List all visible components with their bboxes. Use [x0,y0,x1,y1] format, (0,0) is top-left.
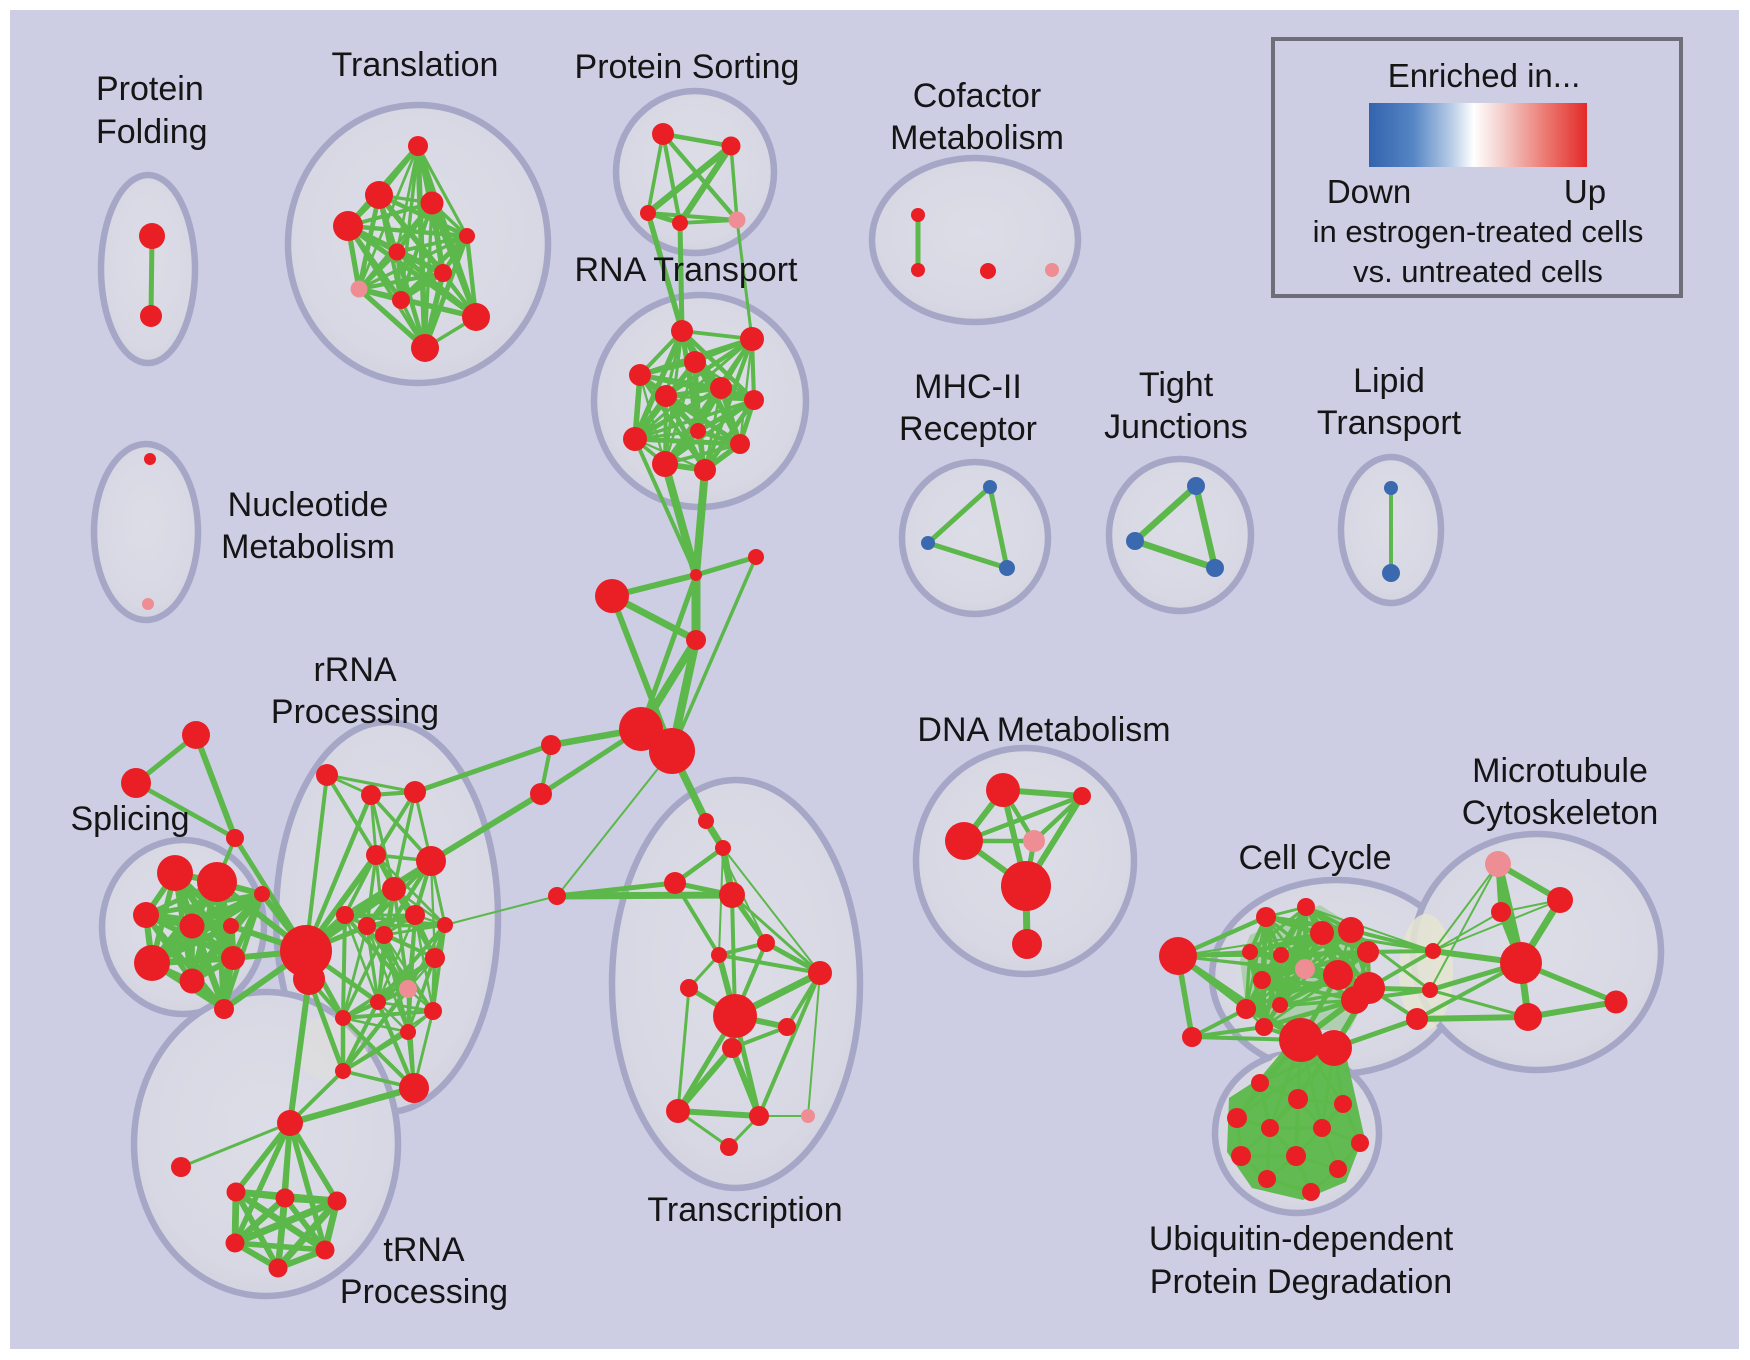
svg-text:Processing: Processing [340,1273,508,1311]
svg-text:tRNA: tRNA [383,1231,465,1269]
svg-text:Up: Up [1564,173,1606,210]
svg-text:Protein Degradation: Protein Degradation [1150,1263,1452,1301]
svg-text:Translation: Translation [332,46,499,84]
svg-text:Down: Down [1327,173,1411,210]
svg-text:Processing: Processing [271,693,439,731]
svg-text:Enriched in...: Enriched in... [1388,57,1581,94]
svg-text:vs. untreated cells: vs. untreated cells [1353,254,1603,289]
svg-text:Folding: Folding [96,113,208,151]
svg-text:Receptor: Receptor [899,410,1037,448]
svg-text:rRNA: rRNA [313,651,396,689]
svg-text:in estrogen-treated cells: in estrogen-treated cells [1313,214,1644,249]
svg-text:MHC-II: MHC-II [914,368,1022,406]
svg-text:Metabolism: Metabolism [221,528,395,566]
svg-text:Splicing: Splicing [70,800,189,838]
svg-text:Transcription: Transcription [647,1191,842,1229]
svg-text:Lipid: Lipid [1353,362,1425,400]
svg-text:Tight: Tight [1139,366,1214,404]
svg-text:Transport: Transport [1317,404,1462,442]
svg-text:Ubiquitin-dependent: Ubiquitin-dependent [1149,1220,1454,1258]
svg-text:Junctions: Junctions [1104,408,1248,446]
svg-text:Protein: Protein [96,70,204,108]
svg-text:Cofactor: Cofactor [913,77,1042,115]
svg-text:Nucleotide: Nucleotide [228,486,389,524]
svg-text:Metabolism: Metabolism [890,119,1064,157]
svg-text:Protein Sorting: Protein Sorting [575,48,800,86]
svg-text:Cytoskeleton: Cytoskeleton [1462,794,1659,832]
svg-text:RNA Transport: RNA Transport [575,251,799,289]
svg-text:DNA Metabolism: DNA Metabolism [917,711,1170,749]
svg-text:Cell Cycle: Cell Cycle [1238,839,1391,877]
svg-text:Microtubule: Microtubule [1472,752,1648,790]
